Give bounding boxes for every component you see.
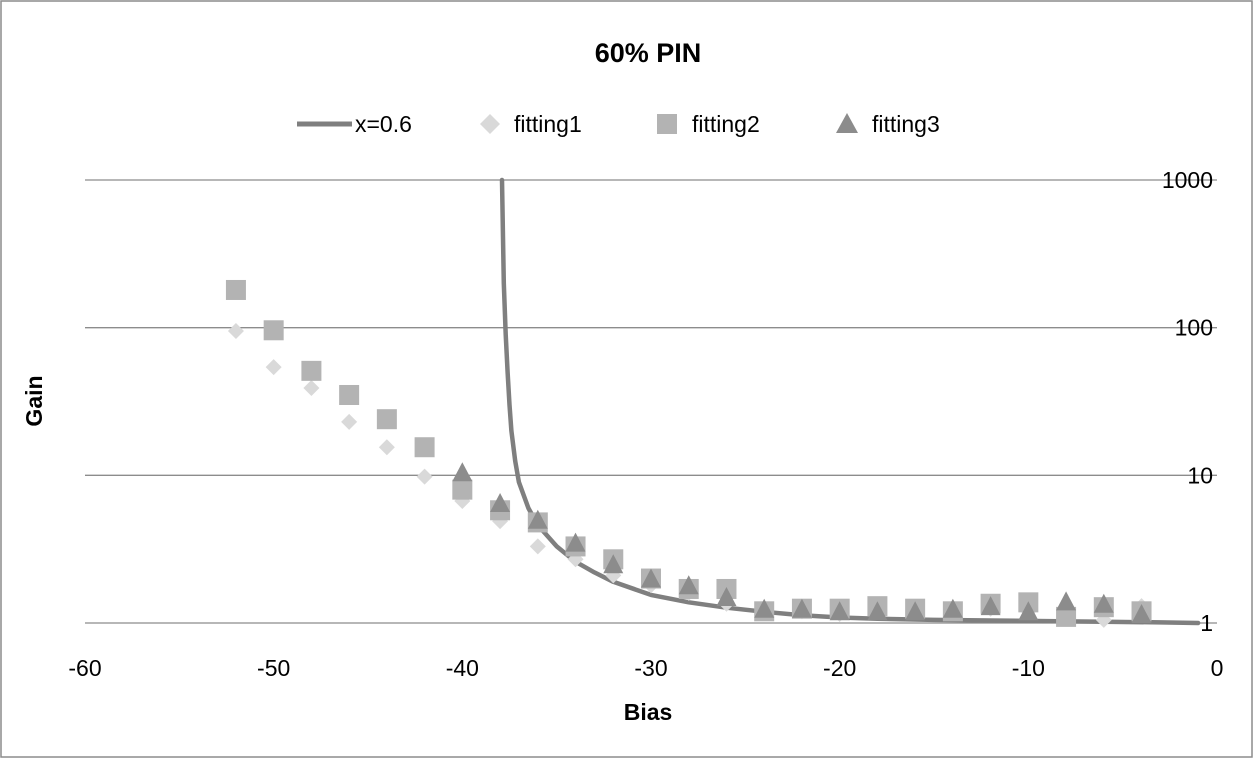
point-fitting3 — [1018, 601, 1039, 621]
point-fitting2 — [301, 360, 322, 381]
point-fitting2 — [414, 437, 435, 458]
point-fitting1 — [378, 439, 395, 456]
point-fitting1 — [227, 322, 244, 339]
y-axis-title: Gain — [21, 375, 47, 426]
point-fitting3 — [1131, 604, 1152, 624]
point-fitting3 — [1093, 593, 1114, 613]
point-fitting3 — [565, 532, 586, 552]
point-fitting2 — [452, 479, 473, 500]
point-fitting1 — [341, 413, 358, 430]
legend-label-fitting2: fitting2 — [692, 111, 760, 137]
legend-label-fitting1: fitting1 — [514, 111, 582, 137]
point-fitting3 — [641, 568, 661, 588]
x-tick-label: -20 — [823, 655, 856, 681]
point-fitting3 — [942, 598, 963, 618]
x-tick-label: 0 — [1211, 655, 1224, 681]
point-fitting3 — [791, 598, 812, 618]
point-fitting1 — [303, 380, 320, 397]
x-tick-label: -50 — [257, 655, 290, 681]
y-tick-label: 1000 — [1162, 167, 1213, 193]
y-tick-label: 10 — [1187, 462, 1213, 488]
legend-label-fitting3: fitting3 — [872, 111, 940, 137]
legend: x=0.6 fitting1 fitting2 fitting3 — [297, 111, 940, 137]
point-fitting2 — [376, 409, 397, 430]
x-tick-label: -60 — [68, 655, 101, 681]
y-tick-label: 100 — [1175, 315, 1213, 341]
point-fitting2 — [339, 384, 360, 405]
point-fitting3 — [716, 586, 737, 606]
point-fitting2 — [263, 320, 284, 341]
point-fitting3 — [1056, 591, 1077, 611]
legend-diamond-marker — [480, 114, 500, 134]
point-fitting2 — [1056, 606, 1077, 627]
x-tick-label: -30 — [634, 655, 667, 681]
point-fitting1 — [529, 538, 546, 555]
point-fitting1 — [265, 359, 282, 376]
x-tick-labels: -60 -50 -40 -30 -20 -10 0 — [68, 655, 1223, 681]
legend-square-marker — [657, 114, 677, 134]
point-fitting1 — [416, 468, 433, 485]
point-fitting3 — [754, 598, 775, 618]
x-axis-title: Bias — [624, 699, 673, 725]
point-fitting3 — [905, 601, 926, 621]
series-points-group — [225, 279, 1152, 628]
legend-label-line: x=0.6 — [355, 111, 412, 137]
point-fitting3 — [678, 575, 699, 595]
x-tick-label: -10 — [1012, 655, 1045, 681]
y-tick-label: 1 — [1200, 610, 1213, 636]
point-fitting3 — [829, 601, 850, 621]
point-fitting3 — [603, 554, 624, 574]
point-fitting3 — [490, 492, 511, 512]
legend-triangle-marker — [836, 113, 858, 133]
point-fitting3 — [527, 509, 548, 529]
point-fitting3 — [980, 596, 1001, 616]
point-fitting2 — [225, 279, 246, 300]
x-tick-label: -40 — [446, 655, 479, 681]
y-tick-labels: 1000 100 10 1 — [1162, 167, 1213, 636]
point-fitting3 — [452, 462, 473, 482]
point-fitting3 — [867, 601, 888, 621]
chart-title: 60% PIN — [595, 38, 702, 68]
